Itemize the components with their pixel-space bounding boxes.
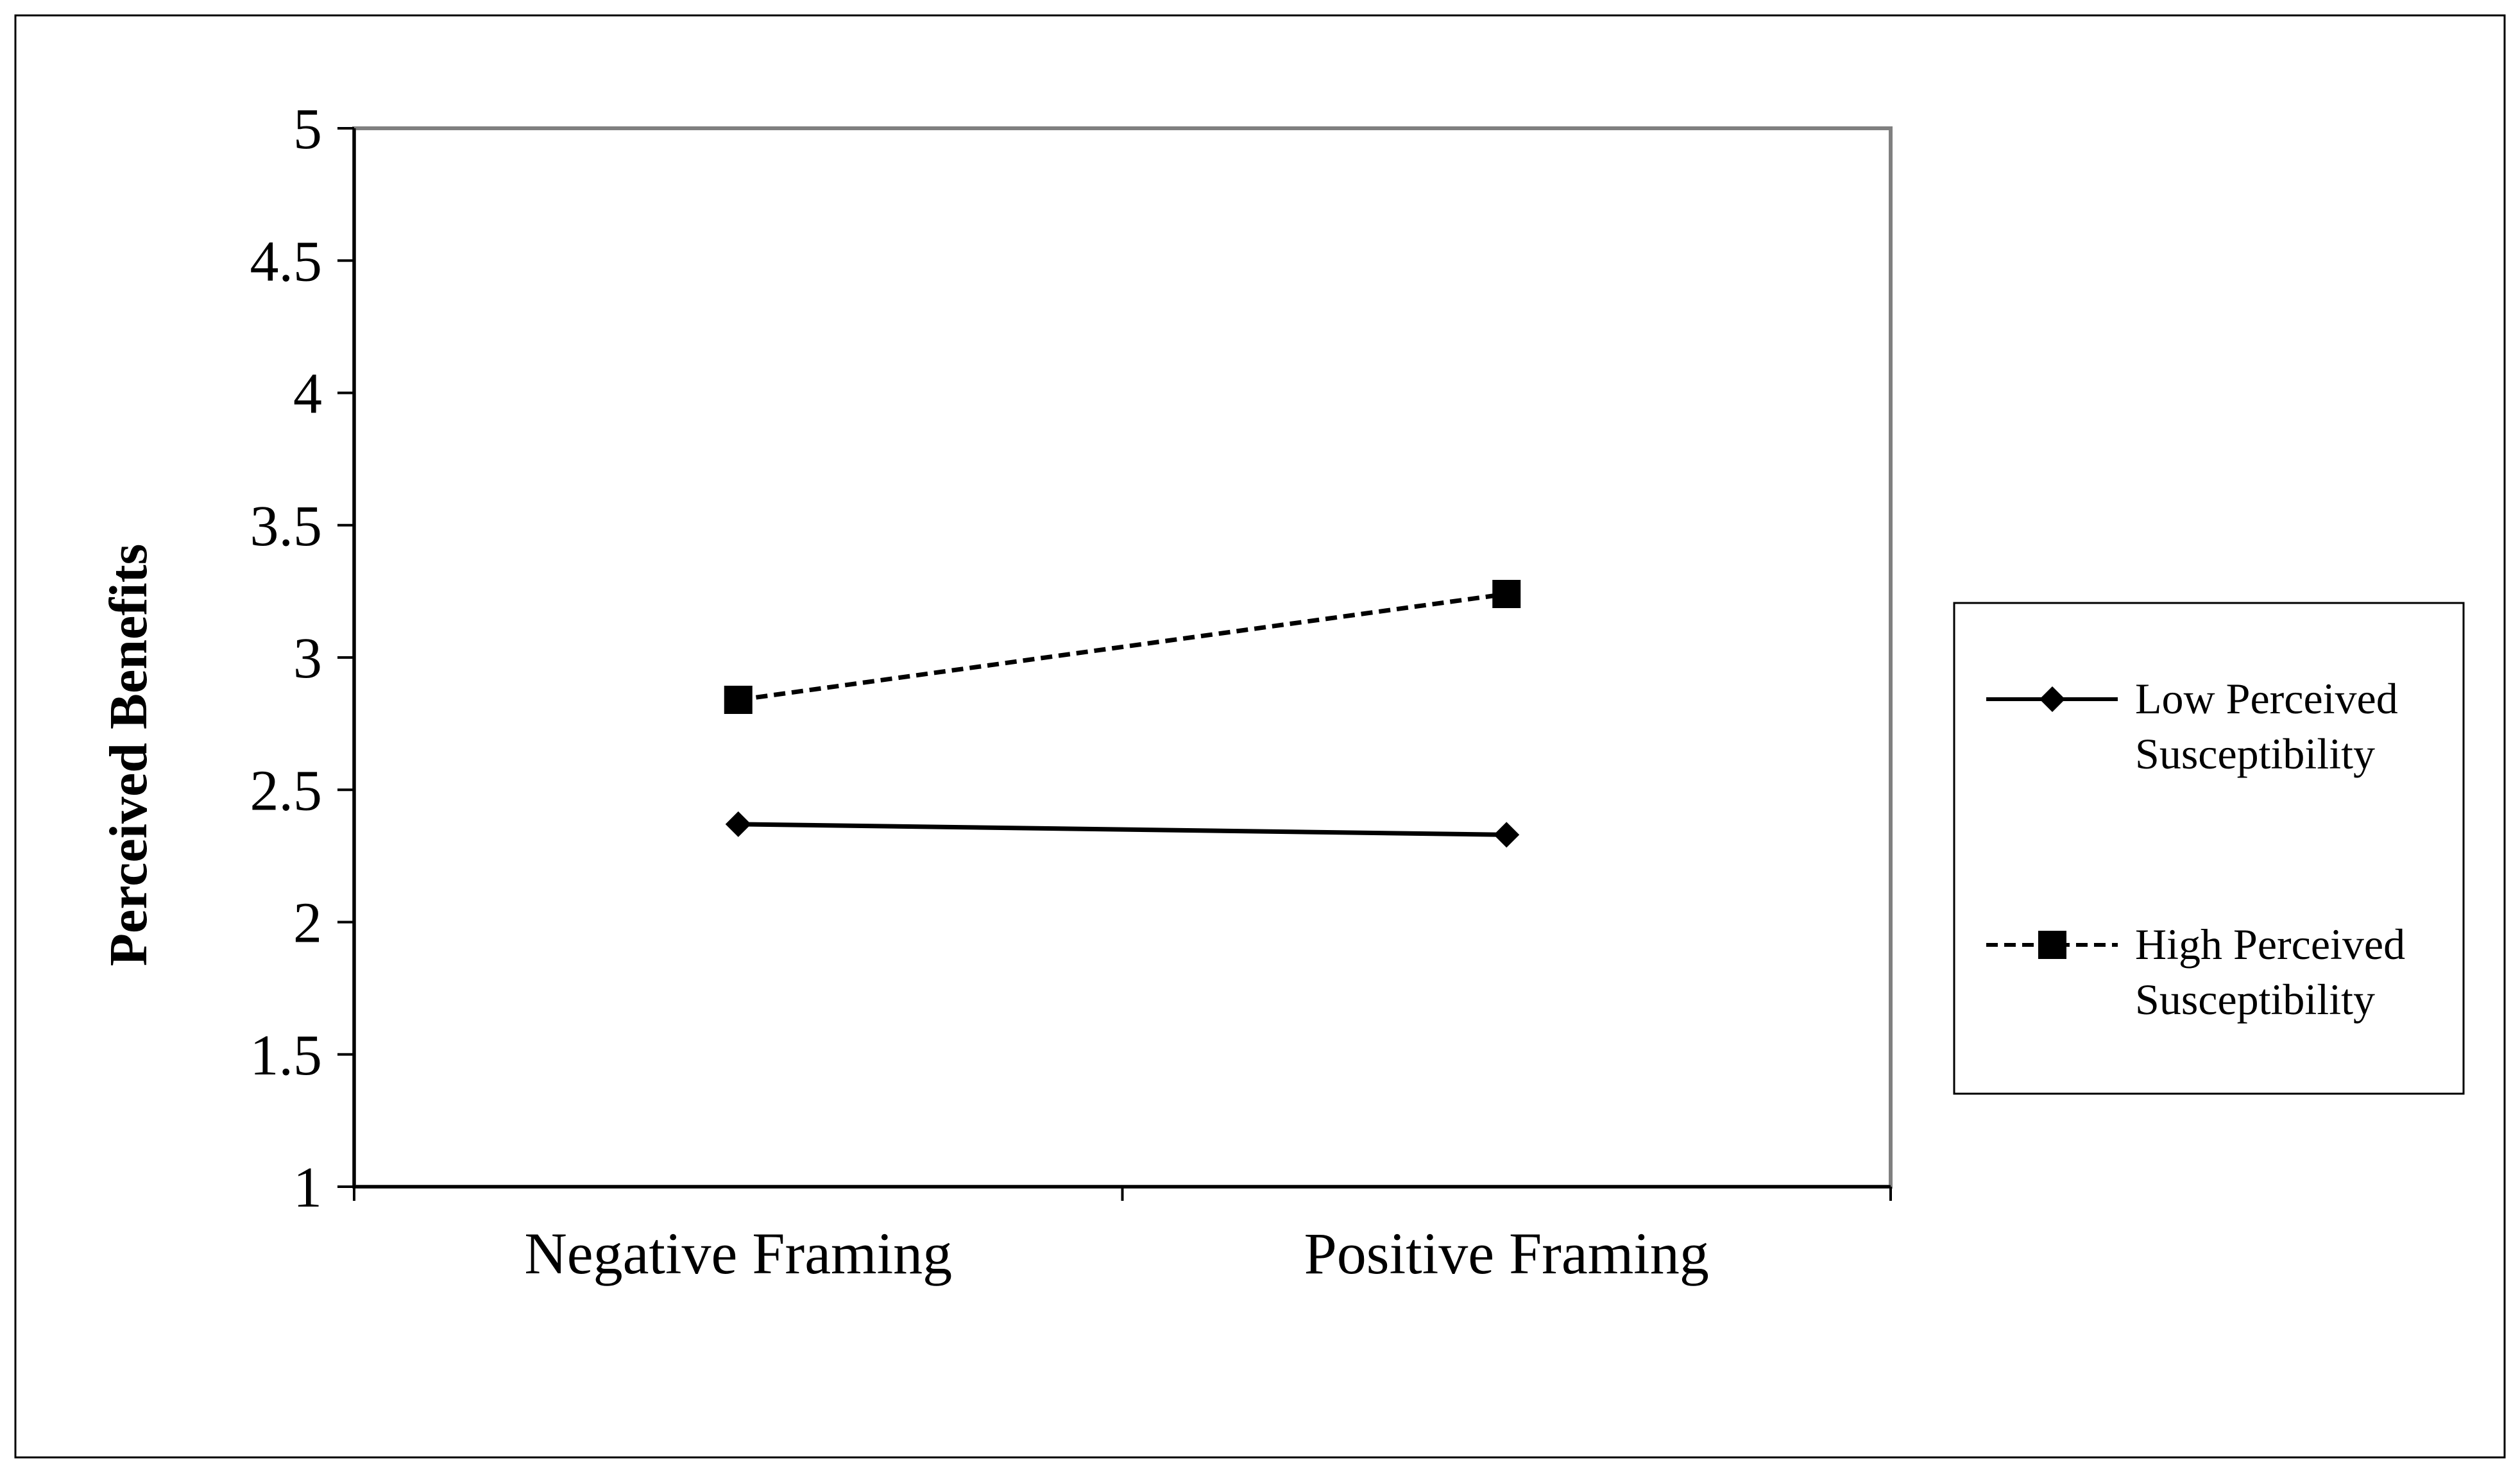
legend-label: Susceptibility <box>2135 729 2375 778</box>
y-tick-label: 5 <box>293 98 322 161</box>
series-line <box>738 591 1507 702</box>
series-line <box>738 822 1507 837</box>
data-point-marker <box>725 811 751 837</box>
y-tick-label: 3.5 <box>250 495 323 558</box>
y-tick-label: 1.5 <box>250 1024 323 1087</box>
y-axis-label: Perceived Benefits <box>99 544 158 967</box>
series-high-susceptibility <box>724 580 1521 714</box>
x-axis-ticks: Negative Framing Positive Framing <box>353 1187 1892 1286</box>
y-tick-label: 3 <box>293 627 322 690</box>
legend-box <box>1953 602 2465 1095</box>
y-tick-label: 1 <box>293 1156 322 1219</box>
legend-label: High Perceived <box>2135 920 2405 969</box>
legend-label: Low Perceived <box>2135 674 2398 723</box>
legend-entry: Low Perceived Susceptibility <box>1986 674 2398 778</box>
y-tick-label: 4.5 <box>250 230 323 293</box>
plot-area <box>352 126 1893 1189</box>
y-tick-label: 2.5 <box>250 759 323 822</box>
x-category-label: Negative Framing <box>524 1221 952 1286</box>
series-low-susceptibility <box>725 811 1520 848</box>
legend-entry: High Perceived Susceptibility <box>1986 920 2405 1024</box>
legend-label: Susceptibility <box>2135 975 2375 1024</box>
series-layer <box>724 580 1521 848</box>
y-tick-label: 4 <box>293 362 322 426</box>
y-axis-ticks: 1 1.5 2 2.5 3 3.5 4 4.5 5 <box>250 98 354 1219</box>
legend-marker <box>2039 686 2065 712</box>
x-category-label: Positive Framing <box>1304 1221 1709 1286</box>
data-point-marker <box>724 686 753 714</box>
y-tick-label: 2 <box>293 892 322 955</box>
legend-marker <box>2038 931 2066 959</box>
data-point-marker <box>1494 822 1520 848</box>
data-point-marker <box>1492 580 1521 608</box>
